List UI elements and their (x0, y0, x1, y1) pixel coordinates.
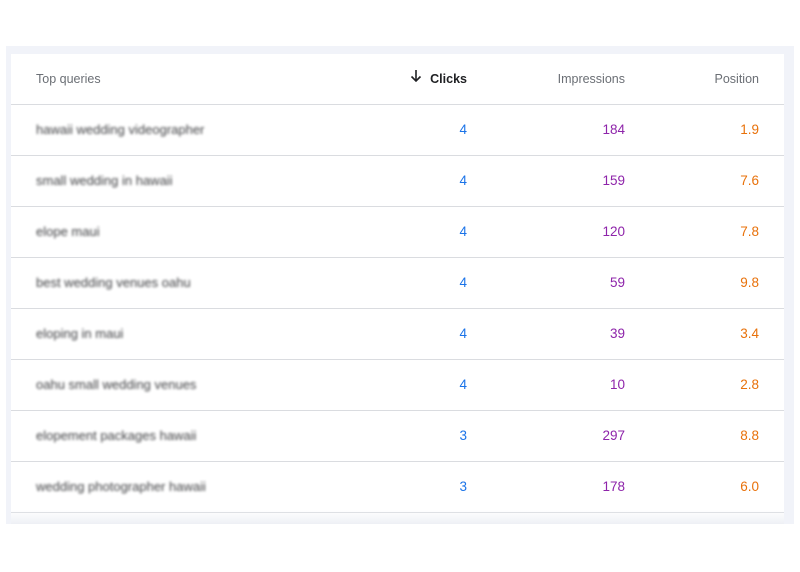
header-top-queries[interactable]: Top queries (36, 72, 101, 86)
impressions-cell: 184 (602, 122, 625, 137)
query-text: elopement packages hawaii (36, 428, 197, 443)
impressions-cell: 120 (602, 224, 625, 239)
clicks-cell: 3 (459, 479, 467, 494)
clicks-cell: 4 (459, 275, 467, 290)
header-clicks[interactable]: Clicks (410, 54, 467, 104)
table-row[interactable]: hawaii wedding videographer 4 184 1.9 (11, 105, 784, 156)
clicks-cell: 4 (459, 224, 467, 239)
clicks-cell: 4 (459, 173, 467, 188)
scroll-fade (11, 510, 784, 524)
clicks-cell: 4 (459, 326, 467, 341)
position-cell: 8.8 (740, 428, 759, 443)
query-cell: elopement packages hawaii (36, 411, 196, 461)
query-cell: oahu small wedding venues (36, 360, 196, 410)
position-cell: 2.8 (740, 377, 759, 392)
table-row[interactable]: elopement packages hawaii 3 297 8.8 (11, 411, 784, 462)
query-cell: small wedding in hawaii (36, 156, 173, 206)
table-row[interactable]: elope maui 4 120 7.8 (11, 207, 784, 258)
position-cell: 3.4 (740, 326, 759, 341)
query-cell: elope maui (36, 207, 100, 257)
query-cell: eloping in maui (36, 309, 123, 359)
table-row[interactable]: best wedding venues oahu 4 59 9.8 (11, 258, 784, 309)
clicks-cell: 3 (459, 428, 467, 443)
clicks-cell: 4 (459, 377, 467, 392)
table-row[interactable]: oahu small wedding venues 4 10 2.8 (11, 360, 784, 411)
query-text: eloping in maui (36, 326, 124, 341)
impressions-cell: 10 (609, 377, 625, 392)
table-row[interactable]: wedding photographer hawaii 3 178 6.0 (11, 462, 784, 513)
table-row[interactable]: small wedding in hawaii 4 159 7.6 (11, 156, 784, 207)
position-cell: 7.6 (740, 173, 759, 188)
query-text: hawaii wedding videographer (36, 122, 205, 137)
arrow-downward-icon (410, 54, 422, 103)
position-cell: 7.8 (740, 224, 759, 239)
impressions-cell: 59 (609, 275, 625, 290)
query-text: wedding photographer hawaii (36, 479, 206, 494)
position-cell: 9.8 (740, 275, 759, 290)
query-text: elope maui (36, 224, 100, 239)
query-cell: wedding photographer hawaii (36, 462, 206, 512)
position-cell: 6.0 (740, 479, 759, 494)
header-impressions[interactable]: Impressions (557, 72, 625, 86)
table-row[interactable]: eloping in maui 4 39 3.4 (11, 309, 784, 360)
clicks-cell: 4 (459, 122, 467, 137)
header-position[interactable]: Position (714, 72, 759, 86)
impressions-cell: 178 (602, 479, 625, 494)
impressions-cell: 39 (609, 326, 625, 341)
query-cell: hawaii wedding videographer (36, 105, 204, 155)
position-cell: 1.9 (740, 122, 759, 137)
query-cell: best wedding venues oahu (36, 258, 191, 308)
top-queries-table: Top queries Clicks Impressions Position … (11, 54, 784, 524)
header-clicks-label: Clicks (430, 72, 467, 86)
impressions-cell: 297 (602, 428, 625, 443)
impressions-cell: 159 (602, 173, 625, 188)
query-text: small wedding in hawaii (36, 173, 173, 188)
query-text: best wedding venues oahu (36, 275, 191, 290)
table-header: Top queries Clicks Impressions Position (11, 54, 784, 105)
query-text: oahu small wedding venues (36, 377, 197, 392)
